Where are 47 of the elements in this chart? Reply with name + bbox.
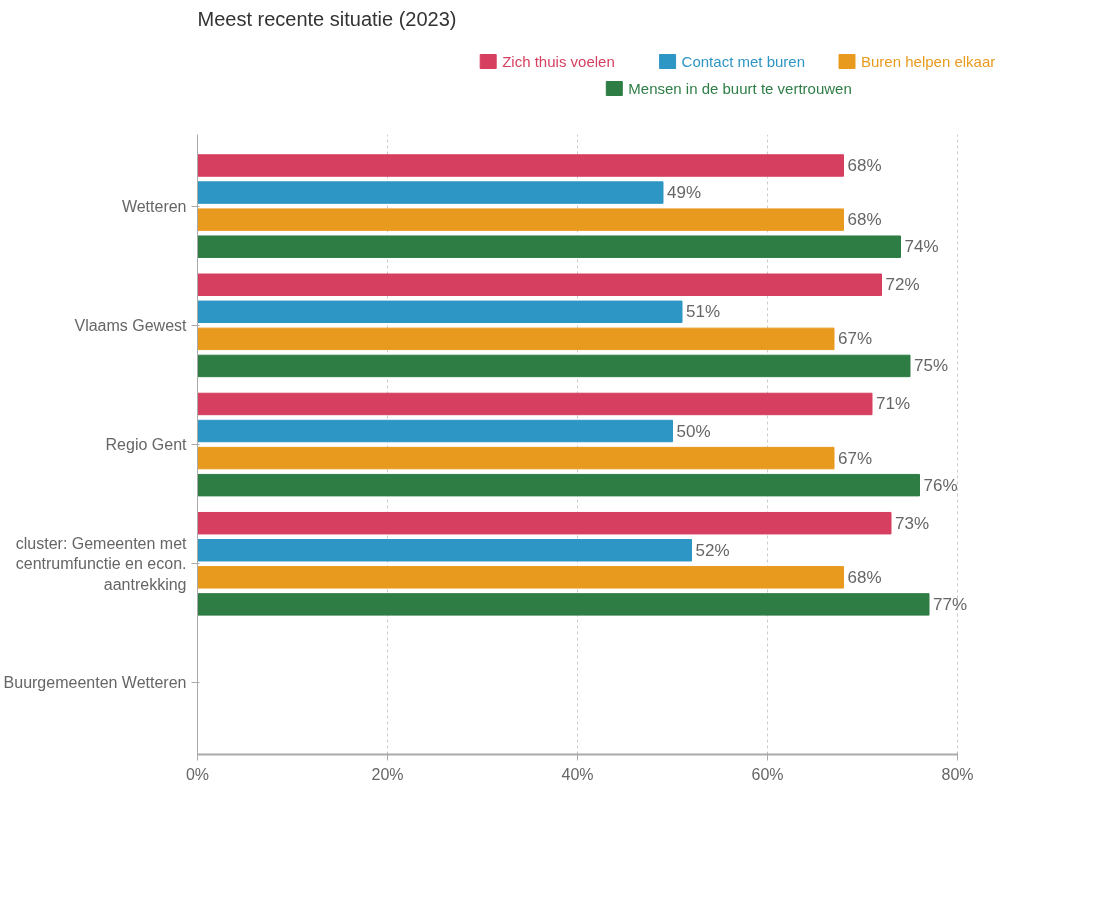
bar xyxy=(197,511,892,535)
chart-title: Meest recente situatie (2023) xyxy=(197,7,457,30)
bar xyxy=(197,327,835,351)
data-label: 73% xyxy=(895,513,930,533)
bar xyxy=(197,419,673,443)
bar xyxy=(197,354,911,378)
x-tick-label: 40% xyxy=(561,765,594,783)
x-tick-label: 20% xyxy=(371,765,404,783)
bar xyxy=(197,593,930,616)
bar xyxy=(197,300,683,324)
data-label: 68% xyxy=(847,210,882,230)
legend-label: Contact met buren xyxy=(681,53,806,70)
bar xyxy=(197,539,692,562)
bar xyxy=(197,273,882,296)
y-tick-label: Buurgemeenten Wetteren xyxy=(3,674,187,692)
data-label: 74% xyxy=(904,237,939,257)
legend-label: Buren helpen elkaar xyxy=(861,53,996,70)
data-label: 50% xyxy=(676,421,711,441)
data-label: 72% xyxy=(885,275,920,295)
data-label: 67% xyxy=(838,329,873,349)
bar xyxy=(197,392,873,416)
data-label: 71% xyxy=(876,394,911,414)
data-label: 52% xyxy=(695,540,730,560)
y-tick-label: Regio Gent xyxy=(105,436,188,453)
x-tick-label: 0% xyxy=(185,765,210,783)
bar xyxy=(197,235,901,258)
bar xyxy=(197,181,664,204)
y-tick-label: Vlaams Gewest xyxy=(74,316,188,334)
y-tick-label: cluster: Gemeenten met centrumfunctie en econ. aantrekking xyxy=(15,534,188,593)
bar xyxy=(197,154,844,177)
bar xyxy=(197,446,835,470)
x-tick-label: 80% xyxy=(941,765,974,783)
legend-label: Mensen in de buurt te vertrouwen xyxy=(628,80,852,97)
data-label: 76% xyxy=(923,475,958,495)
bar xyxy=(197,473,920,497)
y-tick-label: Wetteren xyxy=(121,197,187,215)
data-label: 68% xyxy=(847,156,882,175)
data-label: 75% xyxy=(914,356,949,376)
data-label: 49% xyxy=(667,183,702,203)
bar xyxy=(197,566,844,589)
data-label: 67% xyxy=(838,448,873,468)
legend-label: Zich thuis voelen xyxy=(502,53,615,70)
data-label: 68% xyxy=(847,567,882,587)
bar xyxy=(197,208,844,231)
x-tick-label: 60% xyxy=(751,765,784,783)
data-label: 51% xyxy=(686,302,721,322)
data-label: 77% xyxy=(933,594,968,614)
